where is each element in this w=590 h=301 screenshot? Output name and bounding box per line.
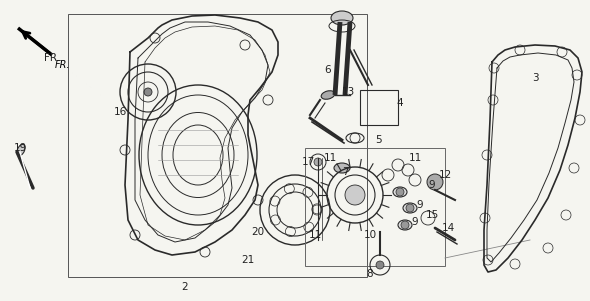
Circle shape [345,185,365,205]
Circle shape [376,261,384,269]
Text: 9: 9 [412,217,418,227]
Circle shape [396,188,404,196]
Circle shape [314,158,322,166]
Text: 17: 17 [301,157,314,167]
Bar [360,90,398,125]
Text: 9: 9 [417,200,423,210]
Circle shape [406,204,414,212]
Text: 2: 2 [182,282,188,292]
Ellipse shape [17,144,25,156]
Circle shape [427,174,443,190]
Text: 10: 10 [363,230,376,240]
Circle shape [401,221,409,229]
Text: FR.: FR. [55,60,70,70]
Text: 15: 15 [425,210,438,220]
Ellipse shape [398,220,412,230]
Text: 20: 20 [251,227,264,237]
Text: 21: 21 [241,255,255,265]
Bar [68,14,367,277]
Text: 5: 5 [375,135,381,145]
Text: 4: 4 [396,98,404,108]
Text: 14: 14 [441,223,455,233]
Ellipse shape [321,91,335,99]
Bar [305,148,445,266]
Ellipse shape [403,203,417,213]
Text: 11: 11 [323,153,337,163]
Text: 12: 12 [438,170,451,180]
Text: 7: 7 [342,167,348,177]
Text: 6: 6 [324,65,332,75]
Text: 8: 8 [367,269,373,279]
Text: 3: 3 [532,73,538,83]
Text: 19: 19 [14,143,27,153]
Ellipse shape [334,163,350,173]
Text: 16: 16 [113,107,127,117]
Text: FR.: FR. [44,53,60,63]
Text: 9: 9 [429,180,435,190]
Text: 11: 11 [309,230,322,240]
Text: 11: 11 [408,153,422,163]
Text: 13: 13 [342,87,355,97]
Ellipse shape [393,187,407,197]
Circle shape [144,88,152,96]
Ellipse shape [331,11,353,25]
